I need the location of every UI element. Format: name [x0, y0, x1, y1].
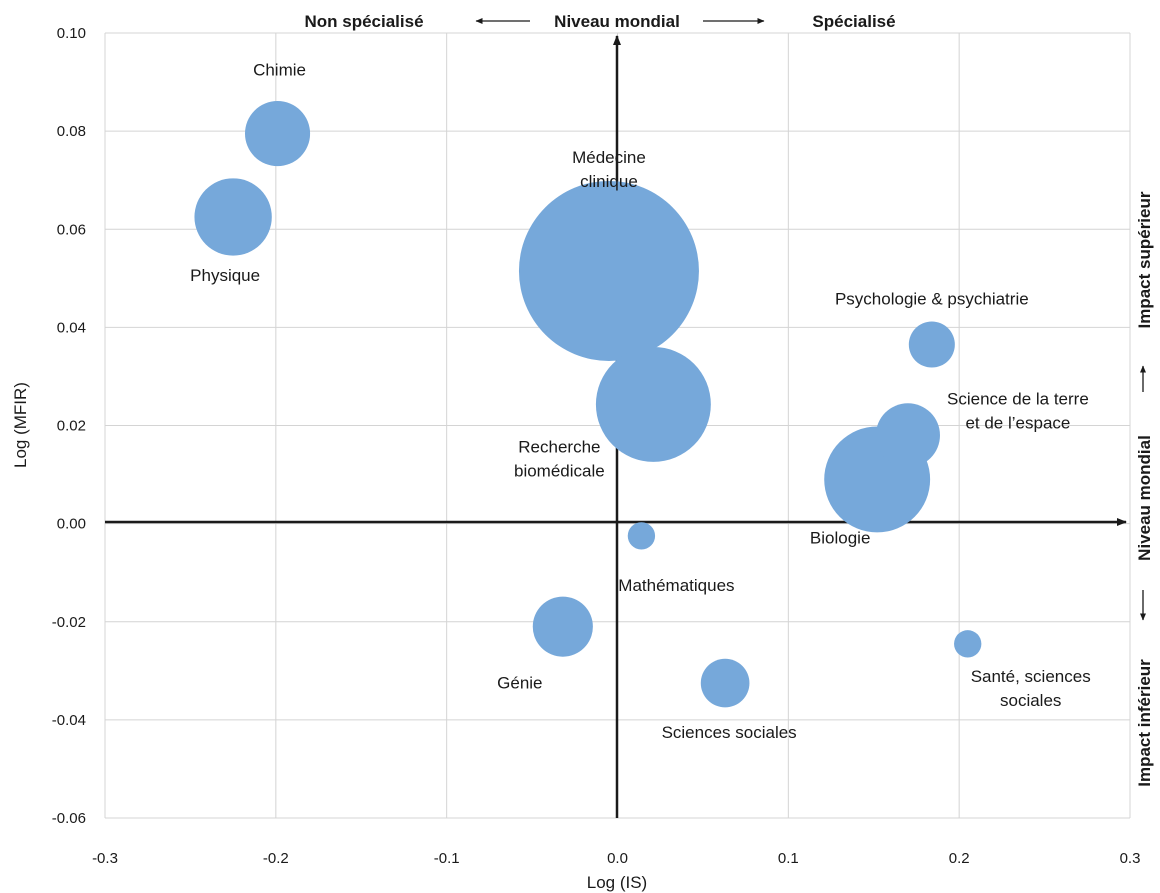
x-axis-title: Log (IS): [587, 873, 647, 892]
bubble: [700, 658, 750, 708]
bubble-label: Psychologie & psychiatrie: [835, 290, 1029, 309]
y-tick-label: -0.04: [52, 712, 86, 729]
bubble-labels: Chimie Physique Médecine clinique Recherche b…: [190, 61, 1091, 743]
bubble: [954, 630, 982, 658]
y-tick-label: -0.06: [52, 810, 86, 827]
bubble: [194, 178, 272, 256]
y-tick-label: 0.00: [57, 516, 86, 533]
bubble-label: Chimie: [253, 61, 306, 80]
bubbles: [194, 101, 982, 708]
x-tick-label: 0.0: [607, 850, 628, 867]
bubble: [908, 321, 955, 368]
bubble: [532, 596, 593, 657]
bubble-label: Recherche biomédicale: [514, 437, 605, 480]
y-tick-label: 0.04: [57, 319, 86, 336]
bubble-label: Science de la terre et de l’espace: [947, 389, 1089, 432]
y-tick-label: 0.06: [57, 221, 86, 238]
bubble-label: Mathématiques: [618, 576, 734, 595]
bubble: [627, 522, 656, 550]
bubble-label: Santé, sciences sociales: [971, 667, 1091, 710]
x-tick-label: 0.3: [1120, 850, 1141, 867]
y-axis-title: Log (MFIR): [11, 382, 30, 468]
right-label-center: Niveau mondial: [1135, 435, 1154, 561]
y-tick-label: 0.10: [57, 25, 86, 42]
x-tick-label: 0.2: [949, 850, 970, 867]
y-tick-label: 0.08: [57, 123, 86, 140]
bubble-label: Physique: [190, 266, 260, 285]
x-tick-label: -0.2: [263, 850, 289, 867]
bubble-label: Sciences sociales: [662, 723, 797, 742]
bubble: [875, 403, 940, 468]
y-tick-label: -0.02: [52, 614, 86, 631]
bubble-label: Biologie: [810, 528, 871, 547]
x-tick-label: -0.3: [92, 850, 118, 867]
bubble-label: Génie: [497, 674, 542, 693]
x-tick-label: 0.1: [778, 850, 799, 867]
tick-labels: -0.3 -0.2 -0.1 0.0 0.1 0.2 0.3 -0.06 -0.04 -0.02 0…: [52, 25, 1141, 867]
top-label-center: Niveau mondial: [554, 12, 680, 31]
y-tick-label: 0.02: [57, 418, 86, 435]
bubble: [518, 180, 699, 361]
right-label-top: Impact supérieur: [1135, 191, 1154, 328]
bubble: [244, 101, 311, 167]
bubble-label: Médecine clinique: [572, 148, 646, 191]
top-label-right: Spécialisé: [812, 12, 895, 31]
x-tick-label: -0.1: [434, 850, 460, 867]
bubble: [595, 346, 711, 462]
top-label-left: Non spécialisé: [304, 12, 423, 31]
right-label-bottom: Impact inférieur: [1135, 659, 1154, 787]
